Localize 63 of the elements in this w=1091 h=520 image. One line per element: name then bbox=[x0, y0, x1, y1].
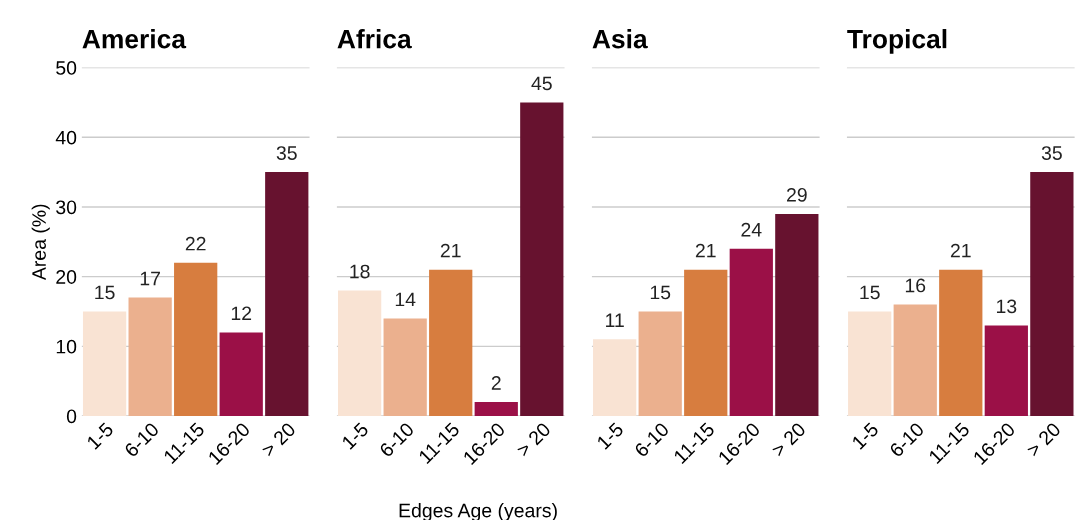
data-label: 35 bbox=[1041, 146, 1062, 160]
data-label: 13 bbox=[996, 299, 1017, 314]
x-tick-label: > 20 bbox=[515, 421, 552, 458]
data-label: 45 bbox=[531, 76, 552, 91]
y-tick-label: 0 bbox=[66, 409, 77, 424]
x-tick-label: 6-10 bbox=[633, 421, 670, 458]
y-tick-label: 20 bbox=[56, 270, 77, 284]
bar bbox=[593, 339, 637, 416]
bar bbox=[775, 213, 819, 416]
data-label: 18 bbox=[350, 264, 370, 279]
bar bbox=[848, 311, 892, 416]
x-tick-label: 1-5 bbox=[86, 421, 115, 450]
data-label: 11 bbox=[606, 313, 624, 327]
y-tick-label: 30 bbox=[56, 200, 77, 215]
bar bbox=[128, 297, 172, 416]
data-label: 24 bbox=[741, 222, 762, 237]
bar bbox=[474, 402, 518, 416]
chart-title: Africa bbox=[337, 29, 412, 49]
bar bbox=[82, 311, 127, 416]
bar bbox=[174, 262, 218, 416]
x-tick-label: 6-10 bbox=[378, 421, 415, 458]
data-label: 21 bbox=[950, 243, 971, 258]
data-label: 35 bbox=[276, 146, 297, 160]
bar bbox=[1030, 172, 1074, 416]
x-tick-label: 1-5 bbox=[341, 421, 370, 450]
data-label: 15 bbox=[95, 285, 115, 300]
x-tick-label: > 20 bbox=[260, 421, 297, 458]
bar bbox=[893, 304, 937, 416]
data-label: 15 bbox=[860, 285, 880, 300]
data-label: 29 bbox=[787, 187, 807, 202]
bar bbox=[219, 332, 263, 416]
bar bbox=[429, 269, 473, 416]
chart-title: Tropical bbox=[847, 29, 947, 54]
bar bbox=[338, 290, 382, 416]
data-label: 2 bbox=[491, 376, 501, 390]
y-tick-label: 50 bbox=[56, 61, 77, 75]
bar bbox=[638, 311, 682, 416]
bar bbox=[684, 269, 728, 416]
x-tick-label: > 20 bbox=[770, 421, 807, 458]
bar bbox=[520, 102, 564, 416]
data-label: 16 bbox=[905, 278, 926, 293]
bar bbox=[383, 318, 427, 416]
data-label: 12 bbox=[231, 306, 252, 321]
bar bbox=[984, 325, 1028, 416]
data-label: 22 bbox=[185, 236, 206, 251]
x-tick-label: 6-10 bbox=[123, 421, 160, 458]
data-label: 15 bbox=[650, 285, 671, 300]
x-tick-label: 1-5 bbox=[596, 421, 625, 450]
y-tick-label: 10 bbox=[56, 339, 77, 354]
bar bbox=[729, 248, 773, 416]
bar bbox=[265, 172, 309, 416]
x-tick-label: 1-5 bbox=[851, 421, 880, 450]
bar bbox=[939, 269, 983, 416]
data-label: 17 bbox=[140, 271, 160, 286]
data-label: 14 bbox=[395, 292, 416, 307]
data-label: 21 bbox=[440, 243, 461, 258]
chart-title: Asia bbox=[592, 29, 648, 49]
x-tick-label: > 20 bbox=[1025, 421, 1062, 458]
x-tick-label: 6-10 bbox=[888, 421, 925, 458]
y-axis-title: Area (%) bbox=[31, 204, 50, 281]
chart-title: America bbox=[82, 29, 187, 49]
data-label: 21 bbox=[695, 243, 716, 258]
y-tick-label: 40 bbox=[55, 130, 77, 145]
